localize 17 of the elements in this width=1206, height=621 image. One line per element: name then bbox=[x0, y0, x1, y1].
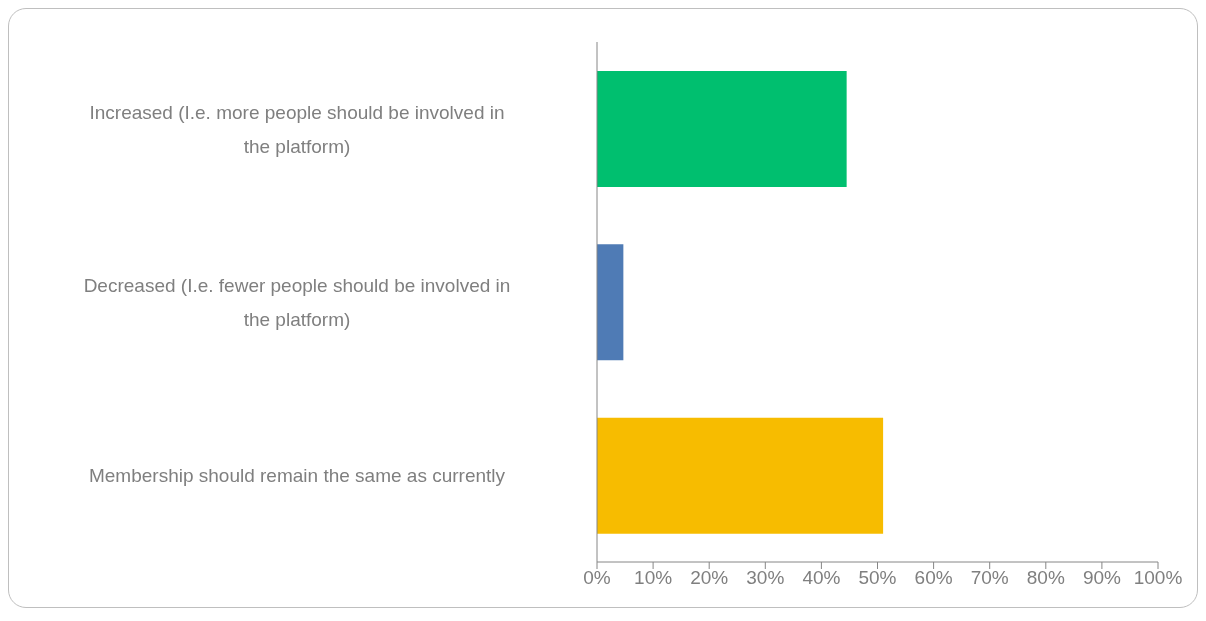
x-tick-label: 0% bbox=[583, 567, 611, 589]
x-tick-label: 80% bbox=[1026, 567, 1065, 589]
x-tick-label: 20% bbox=[690, 567, 729, 589]
x-tick-label: 90% bbox=[1082, 567, 1122, 589]
x-tick-label: 60% bbox=[914, 567, 953, 589]
x-tick-label: 30% bbox=[746, 567, 785, 589]
x-tick-label: 40% bbox=[802, 567, 841, 589]
y-tick-label: Decreased (I.e. fewer people should be involved in the platform) bbox=[83, 275, 511, 330]
bar bbox=[597, 71, 847, 187]
bar bbox=[597, 244, 624, 361]
x-tick-label: 10% bbox=[634, 567, 673, 589]
x-tick-label: 70% bbox=[970, 567, 1009, 589]
x-tick-label: 50% bbox=[858, 567, 897, 589]
y-tick-label: Increased (I.e. more people should be involved in the platform) bbox=[89, 101, 505, 157]
bar bbox=[597, 417, 884, 534]
y-tick-label: Membership should remain the same as currently bbox=[88, 465, 506, 487]
x-tick-label: 100% bbox=[1133, 567, 1183, 589]
